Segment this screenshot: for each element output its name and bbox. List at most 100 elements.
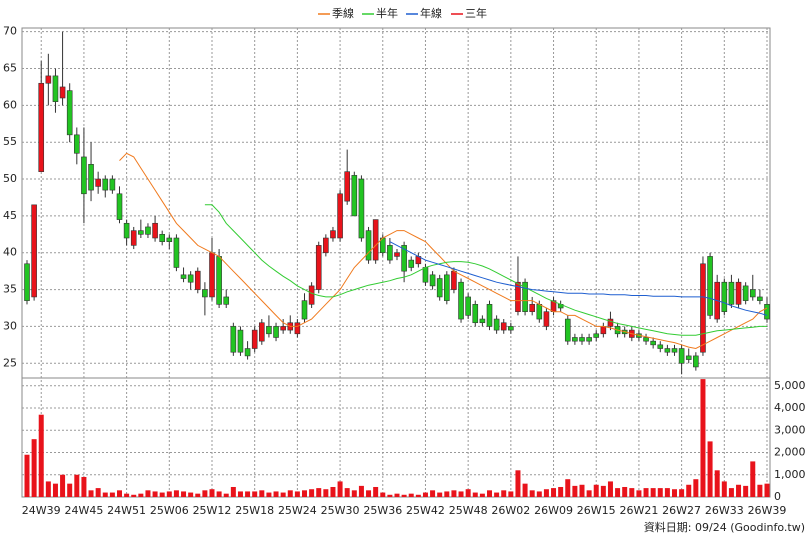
y2-tick-label: 4,000 bbox=[774, 401, 806, 414]
volume-bar bbox=[522, 483, 528, 497]
volume-bar bbox=[259, 490, 265, 497]
legend-label: 半年 bbox=[376, 6, 398, 20]
candle-body bbox=[735, 281, 742, 305]
ma-line bbox=[389, 241, 768, 316]
candle-body bbox=[444, 274, 450, 301]
volume-bar bbox=[593, 484, 599, 497]
y-tick-label: 55 bbox=[3, 135, 17, 148]
candle-body bbox=[650, 340, 656, 346]
volume-bar bbox=[373, 486, 379, 497]
candle-body bbox=[138, 230, 144, 235]
x-tick-label: 25W18 bbox=[235, 504, 274, 517]
x-tick-label: 26W39 bbox=[748, 504, 787, 517]
candle-body bbox=[74, 134, 80, 154]
candle-body bbox=[764, 304, 770, 320]
candle-body bbox=[529, 304, 535, 312]
volume-bar bbox=[764, 483, 770, 497]
volume-bar bbox=[60, 474, 66, 497]
volume-bar bbox=[223, 493, 229, 497]
volume-bar bbox=[366, 490, 372, 497]
volume-bar bbox=[266, 492, 272, 497]
candle-body bbox=[202, 289, 208, 298]
y-tick-label: 30 bbox=[3, 319, 17, 332]
ma-line bbox=[204, 204, 767, 336]
volume-bar bbox=[309, 489, 315, 497]
volume-bar bbox=[458, 491, 464, 497]
y2-tick-label: 3,000 bbox=[774, 423, 806, 436]
candle-body bbox=[351, 175, 358, 217]
candle-body bbox=[244, 348, 251, 357]
candle-body bbox=[24, 263, 30, 301]
candle-body bbox=[394, 252, 400, 257]
candle-body bbox=[436, 278, 443, 298]
volume-bar bbox=[558, 486, 564, 497]
x-tick-label: 26W02 bbox=[491, 504, 530, 517]
x-tick-label: 26W15 bbox=[577, 504, 616, 517]
candle-body bbox=[88, 164, 94, 191]
candle-body bbox=[664, 348, 671, 353]
volume-bar bbox=[728, 488, 734, 497]
legend-label: 三年 bbox=[465, 6, 487, 20]
volume-bar bbox=[721, 481, 727, 497]
volume-bar bbox=[743, 485, 749, 497]
volume-bar bbox=[38, 414, 44, 497]
volume-bar bbox=[586, 490, 592, 497]
volume-bar bbox=[579, 484, 585, 497]
candle-body bbox=[579, 337, 585, 342]
volume-bar bbox=[24, 454, 30, 497]
y-tick-label: 60 bbox=[3, 98, 17, 111]
candle-body bbox=[593, 333, 600, 338]
volume-bar bbox=[686, 484, 692, 497]
volume-bar bbox=[316, 488, 322, 497]
volume-bar bbox=[515, 470, 521, 497]
candle-body bbox=[273, 326, 279, 338]
x-tick-label: 25W24 bbox=[278, 504, 317, 517]
volume-bar bbox=[173, 490, 179, 497]
candle-body bbox=[266, 326, 272, 335]
y2-tick-label: 1,000 bbox=[774, 468, 806, 481]
x-tick-label: 26W21 bbox=[619, 504, 658, 517]
candle-body bbox=[693, 355, 699, 368]
x-tick-label: 25W36 bbox=[363, 504, 402, 517]
candle-body bbox=[422, 267, 429, 283]
volume-bar bbox=[494, 492, 500, 497]
ma-line bbox=[119, 152, 768, 350]
volume-bar bbox=[679, 489, 685, 497]
volume-bar bbox=[572, 485, 578, 497]
candle-body bbox=[209, 252, 215, 298]
x-tick-label: 26W27 bbox=[662, 504, 701, 517]
legend-label: 年線 bbox=[420, 6, 442, 20]
candle-body bbox=[152, 222, 158, 239]
y-tick-label: 45 bbox=[3, 209, 17, 222]
candle-body bbox=[372, 219, 379, 261]
candle-body bbox=[465, 296, 471, 316]
volume-bar bbox=[380, 492, 386, 497]
volume-bar bbox=[330, 486, 336, 497]
volume-bar bbox=[565, 479, 571, 497]
volume-bar bbox=[643, 488, 649, 497]
candle-body bbox=[230, 326, 237, 353]
candle-body bbox=[95, 178, 101, 187]
x-tick-label: 25W30 bbox=[321, 504, 360, 517]
candle-body bbox=[38, 82, 45, 172]
volume-bar bbox=[252, 491, 258, 497]
candle-body bbox=[600, 326, 607, 335]
volume-bar bbox=[230, 486, 236, 497]
candle-body bbox=[742, 285, 749, 301]
candle-body bbox=[31, 204, 37, 298]
volume-bar bbox=[693, 479, 699, 497]
volume-bar bbox=[45, 481, 51, 497]
volume-bar bbox=[124, 493, 130, 497]
candle-body bbox=[657, 344, 664, 349]
volume-bar bbox=[415, 494, 421, 497]
volume-bar bbox=[245, 491, 251, 497]
candle-body bbox=[116, 193, 123, 220]
volume-bar bbox=[757, 484, 763, 497]
volume-bar bbox=[543, 489, 549, 497]
candle-body bbox=[159, 234, 165, 242]
volume-bar bbox=[664, 488, 670, 497]
candle-body bbox=[757, 296, 763, 301]
volume-bar bbox=[487, 490, 492, 497]
candle-body bbox=[102, 178, 109, 191]
volume-bar bbox=[145, 490, 151, 497]
